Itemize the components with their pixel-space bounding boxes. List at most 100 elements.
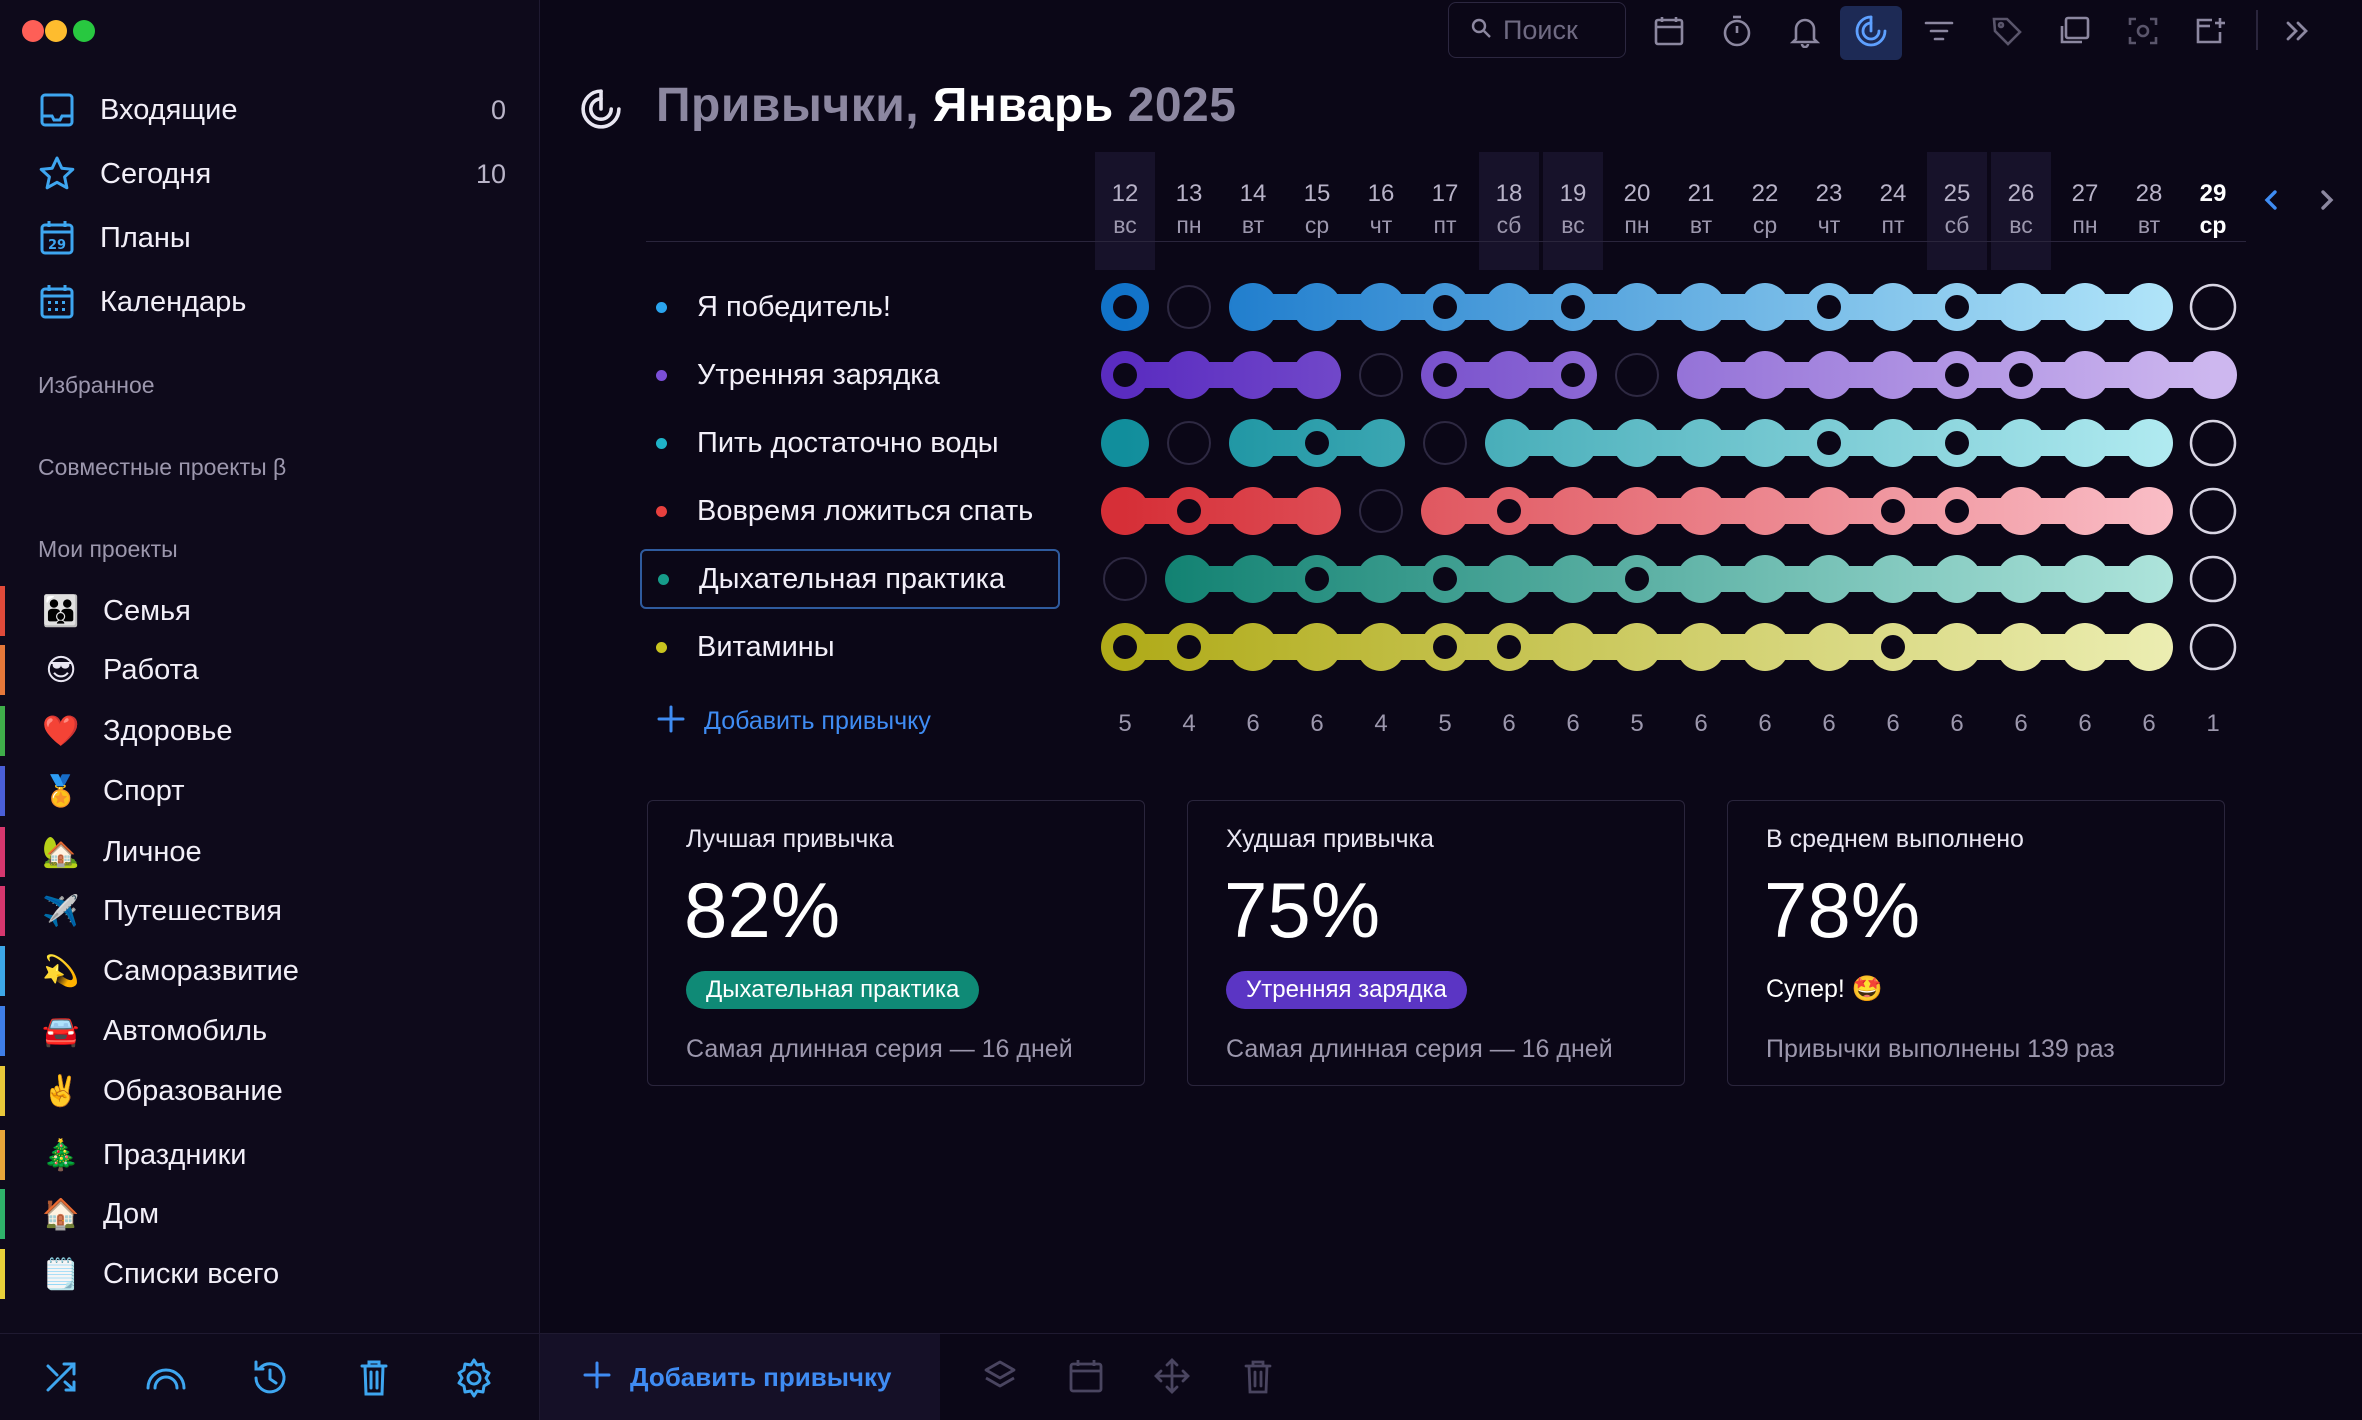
history-icon[interactable] [248,1356,292,1400]
habit-day-done[interactable] [1805,487,1853,535]
prev-period-button[interactable] [2254,183,2288,222]
toolbar-add-list-button[interactable] [2180,6,2242,60]
habit-day-done[interactable] [1485,283,1533,331]
habit-day-done[interactable] [1869,351,1917,399]
habit-day-done[interactable] [2061,487,2109,535]
window-zoom-button[interactable] [73,20,95,42]
habit-day-done[interactable] [2189,351,2237,399]
habit-day-empty[interactable] [2189,623,2237,671]
layers-icon[interactable] [980,1356,1024,1400]
habit-day-done[interactable] [1741,351,1789,399]
habit-day-done[interactable] [1293,487,1341,535]
habit-day-done[interactable] [1549,487,1597,535]
project-item[interactable]: 🗒️ Списки всего [0,1249,530,1299]
habit-day-empty[interactable] [2189,283,2237,331]
project-item[interactable]: 💫 Саморазвитие [0,946,530,996]
settings-gear-icon[interactable] [452,1356,496,1400]
calendar-icon[interactable] [1066,1356,1110,1400]
habit-day-done[interactable] [1997,623,2045,671]
habit-day-done[interactable] [1357,283,1405,331]
habit-day-done[interactable] [1357,419,1405,467]
habit-day-done[interactable] [2125,283,2173,331]
habit-day-done[interactable] [1805,623,1853,671]
habit-day-done[interactable] [1357,555,1405,603]
rainbow-icon[interactable] [144,1356,188,1400]
habit-day-done[interactable] [1677,623,1725,671]
nav-inbox[interactable]: Входящие 0 [36,88,506,132]
day-column-header[interactable]: 22 ср [1735,152,1795,270]
habit-day-done[interactable] [1997,487,2045,535]
habit-day-done[interactable] [1933,555,1981,603]
project-item[interactable]: 👪 Семья [0,586,530,636]
habit-day-done[interactable] [1677,283,1725,331]
best-habit-badge[interactable]: Дыхательная практика [686,971,980,1009]
habit-day-done[interactable] [1357,623,1405,671]
habit-day-done[interactable] [2125,555,2173,603]
habit-day-done[interactable] [2125,351,2173,399]
day-column-header[interactable]: 13 пн [1159,152,1219,270]
habit-day-done[interactable] [1229,555,1277,603]
habit-day-empty[interactable] [2189,487,2237,535]
project-item[interactable]: 🎄 Праздники [0,1130,530,1180]
bottom-add-habit-button[interactable]: Добавить привычку [540,1334,940,1420]
window-minimize-button[interactable] [45,20,67,42]
day-column-header[interactable]: 18 сб [1479,152,1539,270]
project-item[interactable]: 🏡 Личное [0,827,530,877]
worst-habit-badge[interactable]: Утренняя зарядка [1226,971,1467,1009]
habit-day-done[interactable] [2125,623,2173,671]
habit-day-done[interactable] [1805,351,1853,399]
day-column-header[interactable]: 23 чт [1799,152,1859,270]
habit-day-empty[interactable] [2189,419,2237,467]
habit-row[interactable]: Я победитель! [640,277,1060,337]
habit-day-done[interactable] [1549,623,1597,671]
section-shared-projects[interactable]: Совместные проекты β [38,454,287,480]
toolbar-expand-button[interactable] [2266,6,2328,60]
project-item[interactable]: ✌️ Образование [0,1066,530,1116]
habit-day-done[interactable] [1805,555,1853,603]
habit-day-empty[interactable] [2189,555,2237,603]
habit-day-done[interactable] [2061,283,2109,331]
habit-day-done[interactable] [1997,283,2045,331]
habit-day-done[interactable] [2125,487,2173,535]
habit-day-done[interactable] [1613,623,1661,671]
habit-day-empty[interactable] [1615,353,1659,397]
habit-day-done[interactable] [1229,283,1277,331]
next-period-button[interactable] [2310,183,2344,222]
habit-day-done[interactable] [1421,487,1469,535]
habit-day-empty[interactable] [1359,489,1403,533]
habit-day-done[interactable] [1741,487,1789,535]
search-field[interactable]: Поиск [1448,2,1626,58]
habit-day-done[interactable] [1869,555,1917,603]
day-column-header[interactable]: 19 вс [1543,152,1603,270]
habit-day-done[interactable] [1613,283,1661,331]
window-close-button[interactable] [22,20,44,42]
habit-day-done[interactable] [1549,555,1597,603]
shuffle-icon[interactable] [40,1356,84,1400]
habit-row[interactable]: Пить достаточно воды [640,413,1060,473]
project-item[interactable]: 🚘 Автомобиль [0,1006,530,1056]
habit-day-done[interactable] [1677,487,1725,535]
habit-day-done[interactable] [2061,555,2109,603]
habit-day-done[interactable] [2061,623,2109,671]
habit-day-done[interactable] [1741,623,1789,671]
day-column-header[interactable]: 27 пн [2055,152,2115,270]
habit-row[interactable]: Утренняя зарядка [640,345,1060,405]
nav-calendar[interactable]: Календарь [36,280,506,324]
project-item[interactable]: 🏅 Спорт [0,766,530,816]
day-column-header[interactable]: 14 вт [1223,152,1283,270]
toolbar-tags-button[interactable] [1976,6,2038,60]
section-my-projects[interactable]: Мои проекты [38,536,178,562]
habit-day-done[interactable] [1741,283,1789,331]
toolbar-habits-button[interactable] [1840,6,1902,60]
project-item[interactable]: ❤️ Здоровье [0,706,530,756]
habit-day-done[interactable] [1677,351,1725,399]
habit-day-done[interactable] [1229,351,1277,399]
habit-day-done[interactable] [1293,283,1341,331]
toolbar-notifications-button[interactable] [1774,6,1836,60]
habit-day-done[interactable] [1997,555,2045,603]
nav-today[interactable]: Сегодня 10 [36,152,506,196]
habit-day-done[interactable] [1165,555,1213,603]
habit-day-done[interactable] [1229,623,1277,671]
habit-row[interactable]: Вовремя ложиться спать [640,481,1060,541]
habit-day-done[interactable] [1549,419,1597,467]
